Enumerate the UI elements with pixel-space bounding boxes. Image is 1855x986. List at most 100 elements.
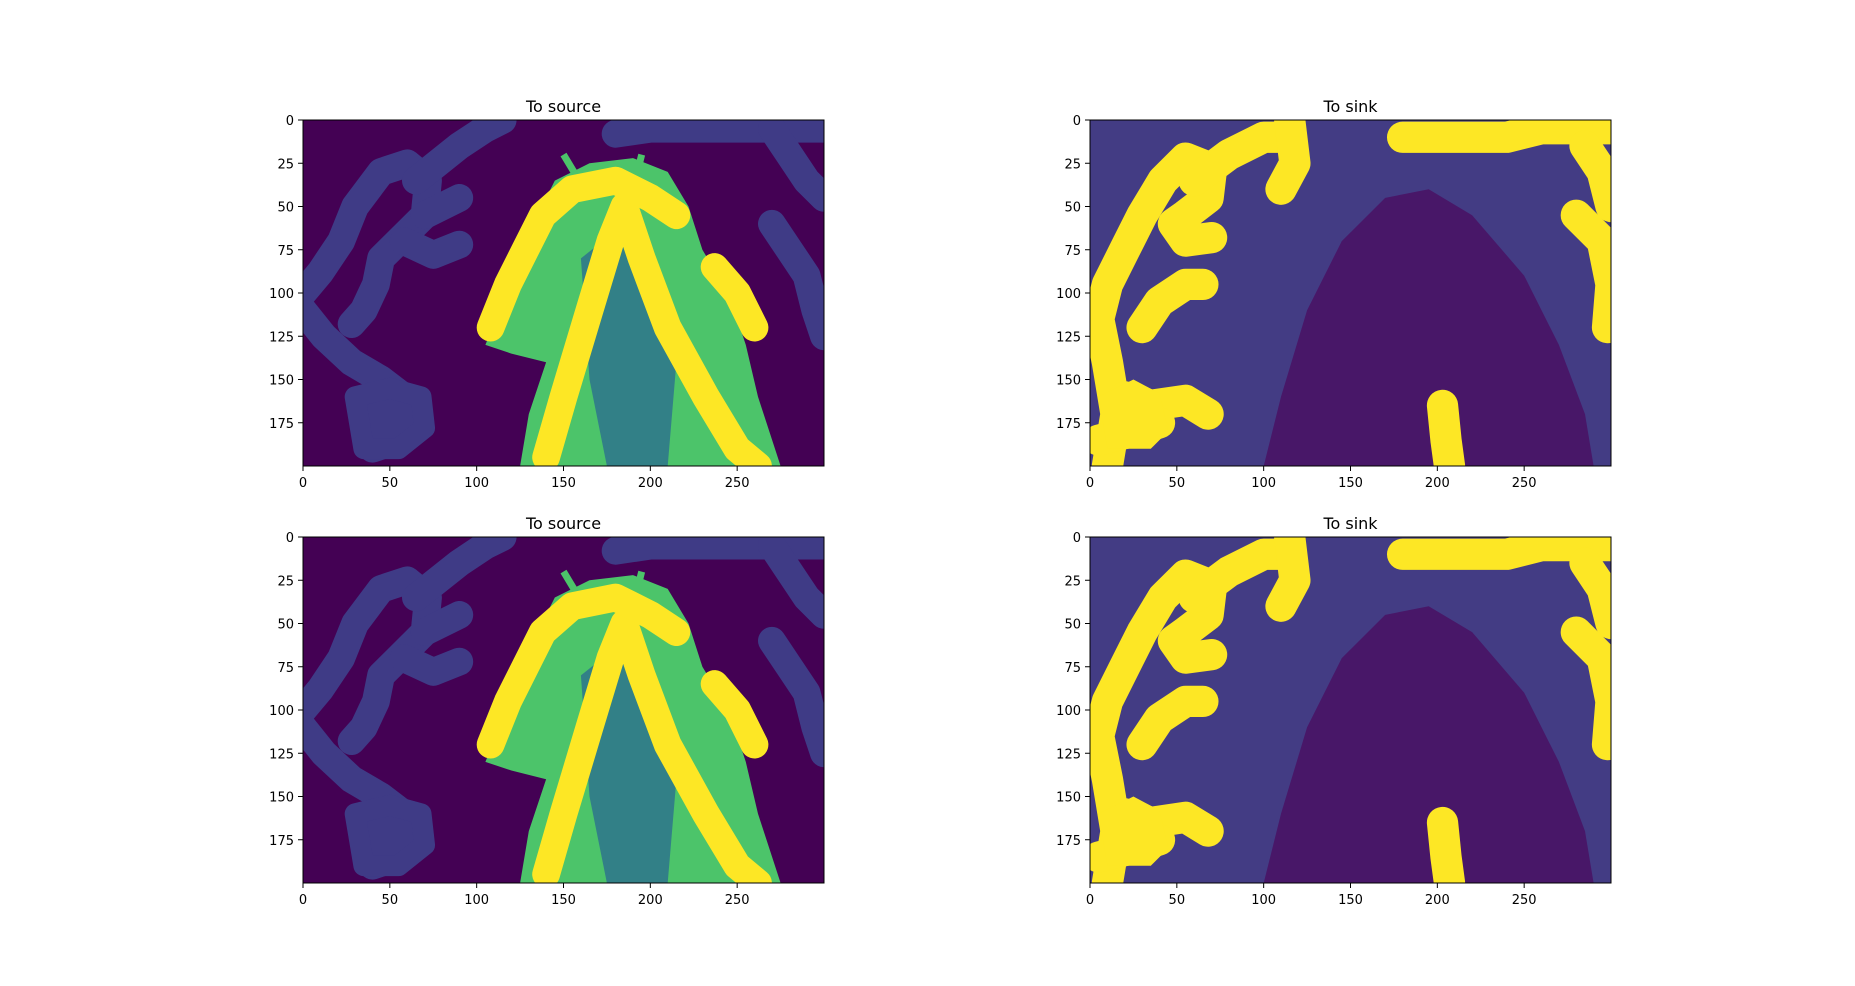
foreground-stroke [700,253,769,342]
x-tick-label: 200 [638,476,663,491]
x-tick-label: 250 [1512,476,1537,491]
scribble-stroke [758,626,824,768]
y-tick-label: 100 [269,704,294,719]
y-tick-label: 175 [1056,834,1081,849]
chart-title: To sink [1322,97,1378,116]
x-tick-label: 250 [725,893,750,908]
y-tick-label: 25 [277,157,294,172]
scribble-stroke [402,120,517,195]
y-tick-label: 50 [277,201,294,216]
y-tick-label: 125 [269,330,294,345]
x-tick-label: 50 [1169,476,1186,491]
background-stroke [1569,130,1611,223]
x-tick-label: 50 [382,893,399,908]
x-tick-label: 0 [299,893,307,908]
y-tick-label: 50 [1064,618,1081,633]
y-tick-label: 75 [277,661,294,676]
x-tick-label: 250 [725,476,750,491]
x-tick-label: 100 [464,893,489,908]
background-stroke [1126,268,1219,344]
background-stroke [1265,120,1311,205]
foreground-stroke [532,609,772,883]
foreground-stroke [476,166,691,342]
background-blob [1098,379,1169,449]
background-stroke [1126,685,1219,761]
y-tick-label: 75 [277,244,294,259]
y-tick-label: 125 [1056,330,1081,345]
x-tick-label: 150 [1338,476,1363,491]
x-tick-label: 50 [382,476,399,491]
y-tick-label: 125 [1056,747,1081,762]
x-tick-label: 0 [1086,893,1094,908]
y-tick-label: 175 [1056,417,1081,432]
background-stroke [1178,538,1297,614]
y-tick-label: 0 [286,531,294,546]
y-tick-label: 75 [1064,661,1081,676]
y-tick-label: 0 [286,114,294,129]
scribble-stroke [389,227,474,269]
y-tick-label: 100 [1056,287,1081,302]
scribble-stroke [601,537,824,565]
scribble-stroke [758,209,824,351]
background-stroke [1560,616,1611,761]
panel-1: To source 0 50 100 150 200 250 0 25 50 75 100 125 150… [269,97,825,491]
y-tick-label: 100 [1056,704,1081,719]
x-tick-label: 100 [1251,476,1276,491]
scribble-blob [344,377,436,460]
heatmap-image [1090,537,1611,883]
panel-3: To source 0 50 100 150 200 250 0 25 50 75 100 125 150… [269,514,825,908]
scribble-blob [344,794,436,877]
x-tick-label: 200 [638,893,663,908]
background-stroke [1426,389,1466,466]
y-tick-label: 0 [1073,531,1081,546]
panel-2: To sink 0 50 100 150 200 250 0 25 50 75 100 125 150 17… [1056,97,1612,491]
chart-title: To source [525,97,601,116]
background-stroke [1178,121,1297,197]
scribble-stroke [389,644,474,686]
y-tick-label: 25 [1064,157,1081,172]
background-stroke [1090,559,1228,883]
scribble-stroke [410,184,474,230]
foreground-stroke [532,192,772,466]
chart-title: To sink [1322,514,1378,533]
y-tick-label: 75 [1064,244,1081,259]
y-tick-label: 175 [269,834,294,849]
background-stroke [1386,537,1611,570]
y-tick-label: 50 [277,618,294,633]
y-tick-label: 175 [269,417,294,432]
x-tick-label: 0 [299,476,307,491]
background-stroke [1265,537,1311,622]
y-tick-label: 125 [269,747,294,762]
object-region [1263,606,1594,883]
scribble-stroke [410,601,474,646]
x-tick-label: 0 [1086,476,1094,491]
scribble-stroke [402,537,517,612]
heatmap-image [1090,120,1611,466]
scribble-stroke [758,537,824,629]
x-tick-label: 200 [1425,476,1450,491]
background-blob [1098,796,1169,866]
background-stroke [1426,806,1466,883]
y-tick-label: 25 [277,574,294,589]
y-tick-label: 150 [269,374,294,389]
x-tick-label: 100 [1251,893,1276,908]
scribble-stroke [601,120,824,148]
x-tick-label: 200 [1425,893,1450,908]
heatmap-image [303,537,824,883]
y-tick-label: 50 [1064,201,1081,216]
y-tick-label: 150 [269,791,294,806]
x-tick-label: 100 [464,476,489,491]
y-tick-label: 0 [1073,114,1081,129]
scribble-stroke [758,120,824,212]
background-stroke [1569,547,1611,640]
panel-4: To sink 0 50 100 150 200 250 0 25 50 75 100 125 150 17… [1056,514,1612,908]
x-tick-label: 150 [551,476,576,491]
foreground-stroke [700,670,769,759]
x-tick-label: 50 [1169,893,1186,908]
x-tick-label: 250 [1512,893,1537,908]
object-region [1263,189,1594,466]
heatmap-image [303,120,824,466]
y-tick-label: 25 [1064,574,1081,589]
x-tick-label: 150 [551,893,576,908]
